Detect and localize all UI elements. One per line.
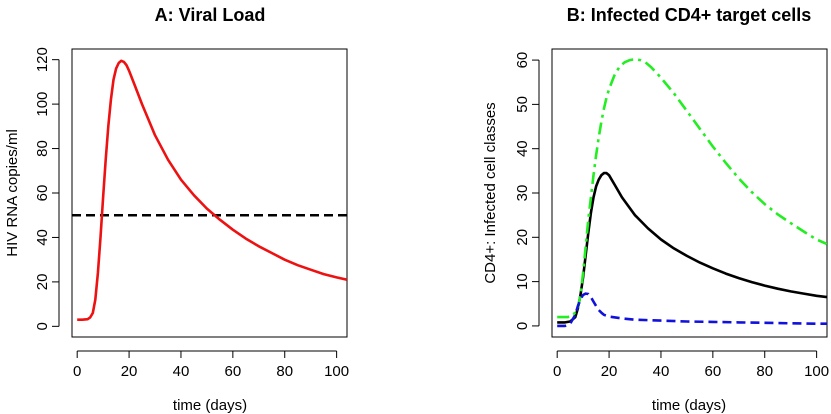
x-axis-b: 0 20 40 60 80 100 (553, 350, 829, 380)
x-tick-label: 20 (601, 363, 618, 380)
series-lines-b (557, 57, 827, 328)
x-tick-label: 100 (804, 363, 829, 380)
y-tick-label: 0 (514, 322, 531, 330)
y-tick-label: 40 (34, 229, 51, 246)
x-tick-label: 40 (653, 363, 670, 380)
x-tick-label: 0 (73, 363, 81, 380)
panel-b: B: Infected CD4+ target cells 0 20 40 60 80 1… (482, 5, 829, 414)
y-tick-label: 30 (514, 185, 531, 202)
y-tick-label: 60 (34, 185, 51, 202)
y-tick-label: 100 (34, 92, 51, 117)
chart-title-b: B: Infected CD4+ target cells (567, 5, 812, 25)
series-line-3 (557, 292, 827, 328)
plot-frame-b (551, 48, 828, 338)
x-tick-label: 0 (553, 363, 561, 380)
x-axis-label-a: time (days) (173, 397, 247, 414)
series-line-1 (557, 171, 827, 324)
series-lines-a (72, 59, 347, 321)
chart-title-a: A: Viral Load (155, 5, 266, 25)
x-tick-label: 20 (121, 363, 138, 380)
x-axis-a: 0 20 40 60 80 100 (73, 350, 349, 380)
y-tick-label: 120 (34, 47, 51, 72)
y-tick-label: 80 (34, 140, 51, 157)
y-axis-b: 0 10 20 30 40 50 60 (514, 52, 540, 330)
x-tick-label: 80 (756, 363, 773, 380)
y-tick-label: 10 (514, 273, 531, 290)
x-tick-label: 60 (705, 363, 722, 380)
y-tick-label: 50 (514, 96, 531, 113)
y-axis-a: 0 20 40 60 80 100 120 (34, 47, 60, 331)
series-line-1 (77, 59, 347, 321)
y-tick-label: 20 (514, 229, 531, 246)
x-tick-label: 40 (173, 363, 190, 380)
y-axis-label-a: HIV RNA copies/ml (4, 129, 21, 257)
x-tick-label: 60 (225, 363, 242, 380)
y-tick-label: 40 (514, 140, 531, 157)
panel-a: A: Viral Load 0 20 40 60 80 100 0 20 40 60 80 100 1… (4, 5, 349, 414)
series-line-2 (557, 57, 827, 319)
y-tick-label: 60 (514, 52, 531, 69)
x-tick-label: 100 (324, 363, 349, 380)
plot-frame-a (71, 48, 348, 338)
x-tick-label: 80 (276, 363, 293, 380)
y-tick-label: 0 (34, 322, 51, 330)
y-axis-label-b: CD4+: Infected cell classes (482, 102, 499, 283)
y-tick-label: 20 (34, 274, 51, 291)
x-axis-label-b: time (days) (652, 397, 726, 414)
